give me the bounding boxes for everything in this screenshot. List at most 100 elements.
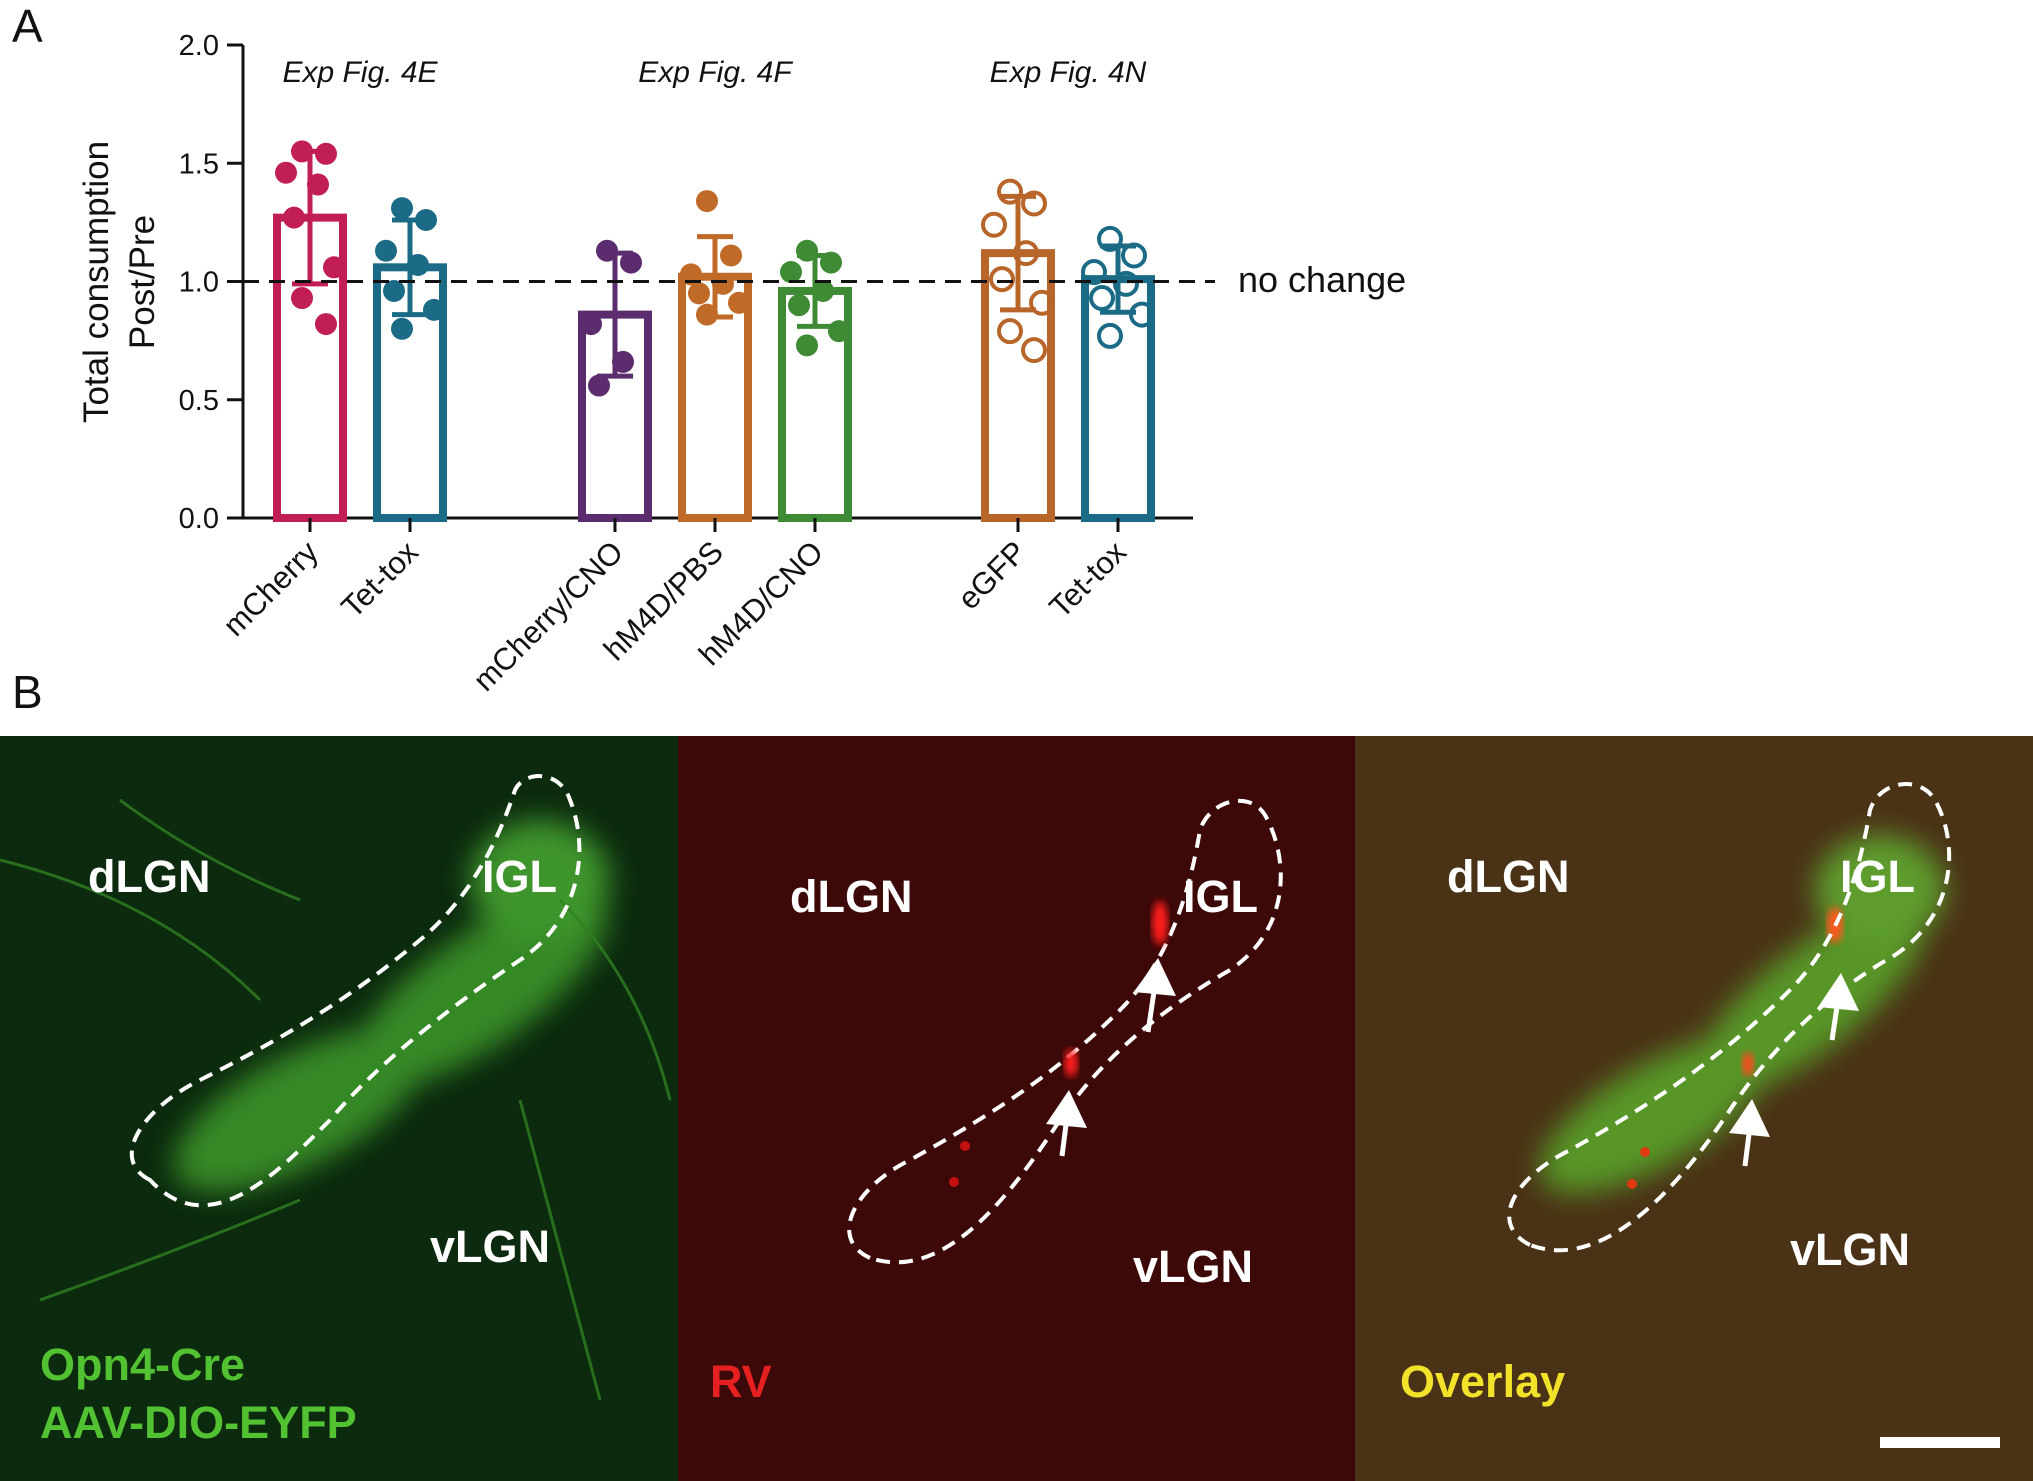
x-tick-label: mCherry/CNO xyxy=(466,534,630,698)
micrograph-rv-background xyxy=(678,736,1355,1481)
data-point xyxy=(812,279,834,302)
data-point xyxy=(1097,322,1123,349)
caption-aav-dio-eyfp: AAV-DIO-EYFP xyxy=(40,1397,357,1448)
x-tick-label: Tet-tox xyxy=(334,534,425,625)
data-point xyxy=(323,256,345,279)
data-point xyxy=(291,287,313,310)
region-label-vlgn: vLGN xyxy=(430,1221,550,1272)
data-point xyxy=(612,350,634,373)
data-point xyxy=(1021,190,1047,217)
bars xyxy=(273,140,1155,523)
no-change-label: no change xyxy=(1238,259,1406,300)
data-point xyxy=(1013,240,1039,267)
y-axis-title-line1: Total consumption xyxy=(77,141,116,423)
data-point xyxy=(283,206,305,229)
y-axis-title-line2: Post/Pre xyxy=(123,215,162,349)
data-point xyxy=(1029,289,1055,316)
x-tick-label: mCherry xyxy=(216,534,325,643)
data-point xyxy=(620,251,642,274)
caption-opn4-cre: Opn4-Cre xyxy=(40,1339,245,1390)
micrograph-overlay: dLGN IGL vLGN Overlay xyxy=(1355,736,2033,1481)
data-point xyxy=(391,317,413,340)
region-label-vlgn: vLGN xyxy=(1133,1241,1253,1292)
caption-rv: RV xyxy=(710,1356,772,1407)
micrograph-eyfp: dLGN IGL vLGN Opn4-Cre AAV-DIO-EYFP xyxy=(0,736,678,1481)
y-tick-label: 0.5 xyxy=(179,385,219,417)
bar-group xyxy=(1081,225,1155,523)
bar-group xyxy=(273,140,347,523)
data-point xyxy=(1097,225,1123,252)
igl-outline xyxy=(129,774,582,1208)
bar-group xyxy=(981,178,1055,522)
data-point xyxy=(1089,285,1115,312)
bar-group xyxy=(373,197,447,522)
data-point xyxy=(596,239,618,262)
group-label: Exp Fig. 4F xyxy=(638,56,793,89)
x-ticks: mCherry Tet-tox mCherry/CNOhM4D/PBShM4D/CN… xyxy=(216,518,1133,698)
data-point xyxy=(788,294,810,317)
data-point xyxy=(275,161,297,184)
region-label-dlgn: dLGN xyxy=(88,851,210,902)
data-point xyxy=(423,298,445,321)
data-point xyxy=(997,178,1023,205)
group-label: Exp Fig. 4N xyxy=(990,56,1147,89)
data-point xyxy=(1021,337,1047,364)
x-tick-label: eGFP xyxy=(951,534,1033,616)
bar-group xyxy=(678,190,752,522)
data-point xyxy=(981,211,1007,238)
data-point xyxy=(407,253,429,276)
x-tick-label: Tet-tox xyxy=(1042,534,1133,625)
data-point xyxy=(1113,270,1139,297)
data-point xyxy=(580,313,602,336)
data-point xyxy=(375,239,397,262)
data-point xyxy=(712,272,734,295)
bar-chart: 0.00.51.01.52.0 mCherry Tet-tox mCherry/CN… xyxy=(77,30,1406,698)
rv-cells xyxy=(949,901,1168,1187)
panel-letter-b: B xyxy=(12,666,43,718)
panel-letter-a: A xyxy=(12,0,43,52)
micrograph-rv: dLGN IGL vLGN RV xyxy=(678,736,1355,1481)
data-point xyxy=(796,334,818,357)
data-point xyxy=(989,266,1015,293)
data-point xyxy=(680,263,702,286)
igl-outline xyxy=(1507,782,1952,1253)
arrow-icon xyxy=(1046,958,1176,1157)
overlay-signal xyxy=(1539,835,1945,1194)
scale-bar xyxy=(1880,1437,2000,1448)
data-point xyxy=(383,279,405,302)
data-point xyxy=(780,261,802,284)
y-tick-label: 2.0 xyxy=(179,30,219,62)
y-tick-label: 0.0 xyxy=(179,503,219,535)
igl-outline xyxy=(847,798,1283,1265)
data-point xyxy=(315,142,337,165)
region-label-igl: IGL xyxy=(482,851,557,902)
data-point xyxy=(391,197,413,220)
data-point xyxy=(796,239,818,262)
data-point xyxy=(307,173,329,196)
data-point xyxy=(1081,259,1107,286)
group-label: Exp Fig. 4E xyxy=(282,56,438,89)
region-label-dlgn: dLGN xyxy=(790,871,912,922)
data-point xyxy=(997,318,1023,345)
data-point xyxy=(820,251,842,274)
region-label-igl: IGL xyxy=(1840,851,1915,902)
y-tick-label: 1.5 xyxy=(179,148,219,180)
data-point xyxy=(588,374,610,397)
data-point xyxy=(696,303,718,326)
data-point xyxy=(315,313,337,336)
bar xyxy=(1081,275,1155,523)
data-point xyxy=(291,140,313,163)
data-point xyxy=(415,209,437,232)
data-point xyxy=(696,190,718,213)
data-point xyxy=(720,244,742,267)
group-labels: Exp Fig. 4E Exp Fig. 4F Exp Fig. 4N xyxy=(282,56,1146,89)
data-point xyxy=(1129,301,1155,328)
data-point xyxy=(828,320,850,343)
y-ticks: 0.0 0.5 1.0 1.5 2.0 xyxy=(179,30,243,535)
region-label-dlgn: dLGN xyxy=(1447,851,1569,902)
y-tick-label: 1.0 xyxy=(179,267,219,299)
region-label-igl: IGL xyxy=(1183,871,1258,922)
caption-overlay: Overlay xyxy=(1400,1356,1565,1407)
region-label-vlgn: vLGN xyxy=(1790,1224,1910,1275)
